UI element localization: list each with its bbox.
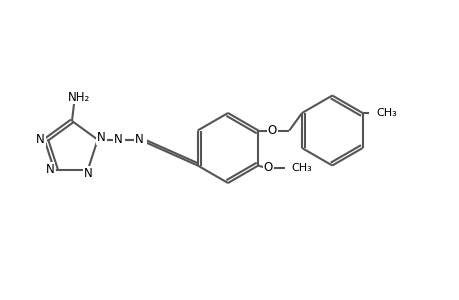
- Text: NH₂: NH₂: [68, 91, 90, 103]
- Text: CH₃: CH₃: [376, 108, 397, 118]
- Text: N: N: [115, 133, 124, 146]
- Text: N: N: [97, 131, 106, 144]
- Text: N: N: [84, 167, 92, 180]
- Text: N: N: [137, 133, 146, 146]
- Text: CH₃: CH₃: [291, 163, 311, 172]
- Text: N: N: [114, 133, 123, 146]
- Text: O: O: [267, 124, 276, 137]
- Text: O: O: [263, 161, 272, 174]
- Text: N: N: [36, 133, 45, 146]
- Text: N: N: [135, 133, 144, 146]
- Text: N: N: [45, 163, 54, 176]
